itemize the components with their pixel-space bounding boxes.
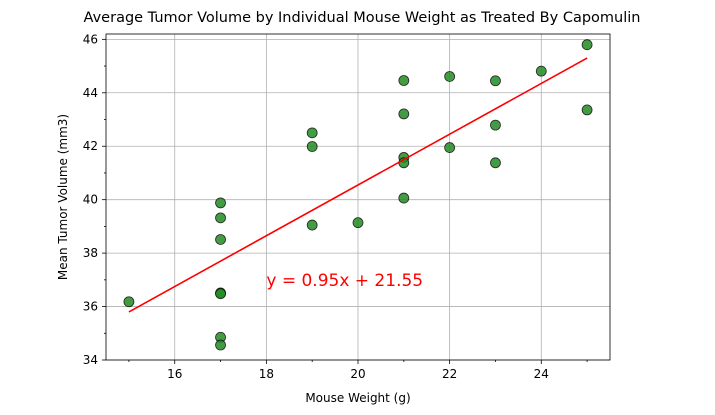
scatter-point bbox=[215, 339, 226, 351]
y-tick-label: 42 bbox=[83, 139, 98, 153]
scatter-point bbox=[535, 65, 547, 77]
scatter-point bbox=[398, 192, 410, 204]
scatter-point bbox=[581, 39, 593, 51]
grid-layer bbox=[106, 34, 610, 361]
scatter-point bbox=[306, 219, 318, 231]
y-tick-label: 46 bbox=[83, 32, 98, 46]
y-tick-label: 36 bbox=[83, 300, 98, 314]
scatter-point bbox=[581, 104, 593, 116]
x-tick-label: 16 bbox=[167, 367, 182, 381]
scatter-point bbox=[123, 296, 135, 308]
y-tick-label: 44 bbox=[83, 86, 98, 100]
axis-layer: 16 18 20 22 24 34 36 38 40 42 44 46 bbox=[83, 32, 588, 381]
scatter-point bbox=[352, 217, 364, 229]
scatter-point bbox=[444, 142, 456, 153]
y-tick-label: 34 bbox=[83, 353, 98, 367]
scatter-point bbox=[398, 108, 410, 120]
y-axis-label: Mean Tumor Volume (mm3) bbox=[56, 114, 70, 280]
scatter-point bbox=[398, 75, 410, 86]
scatter-point bbox=[215, 197, 226, 209]
scatter-point bbox=[306, 127, 318, 139]
scatter-point bbox=[490, 157, 501, 169]
scatter-point bbox=[215, 234, 226, 245]
regression-equation-annotation: y = 0.95x + 21.55 bbox=[266, 271, 423, 291]
chart-title: Average Tumor Volume by Individual Mouse… bbox=[84, 10, 641, 26]
regression-line bbox=[128, 57, 588, 313]
scatter-point bbox=[215, 212, 226, 224]
scatter-point bbox=[490, 75, 501, 87]
scatter-point bbox=[490, 119, 501, 131]
x-axis-label: Mouse Weight (g) bbox=[305, 391, 410, 405]
scatter-point bbox=[215, 288, 226, 300]
y-tick-label: 38 bbox=[83, 246, 98, 260]
x-tick-label: 18 bbox=[259, 367, 274, 381]
x-tick-label: 20 bbox=[350, 367, 365, 381]
scatter-series bbox=[123, 39, 593, 351]
regression-layer bbox=[128, 57, 588, 313]
x-tick-label: 24 bbox=[534, 367, 549, 381]
y-tick-label: 40 bbox=[83, 193, 98, 207]
scatter-point bbox=[444, 71, 456, 82]
x-tick-label: 22 bbox=[442, 367, 457, 381]
scatter-point bbox=[306, 141, 318, 152]
